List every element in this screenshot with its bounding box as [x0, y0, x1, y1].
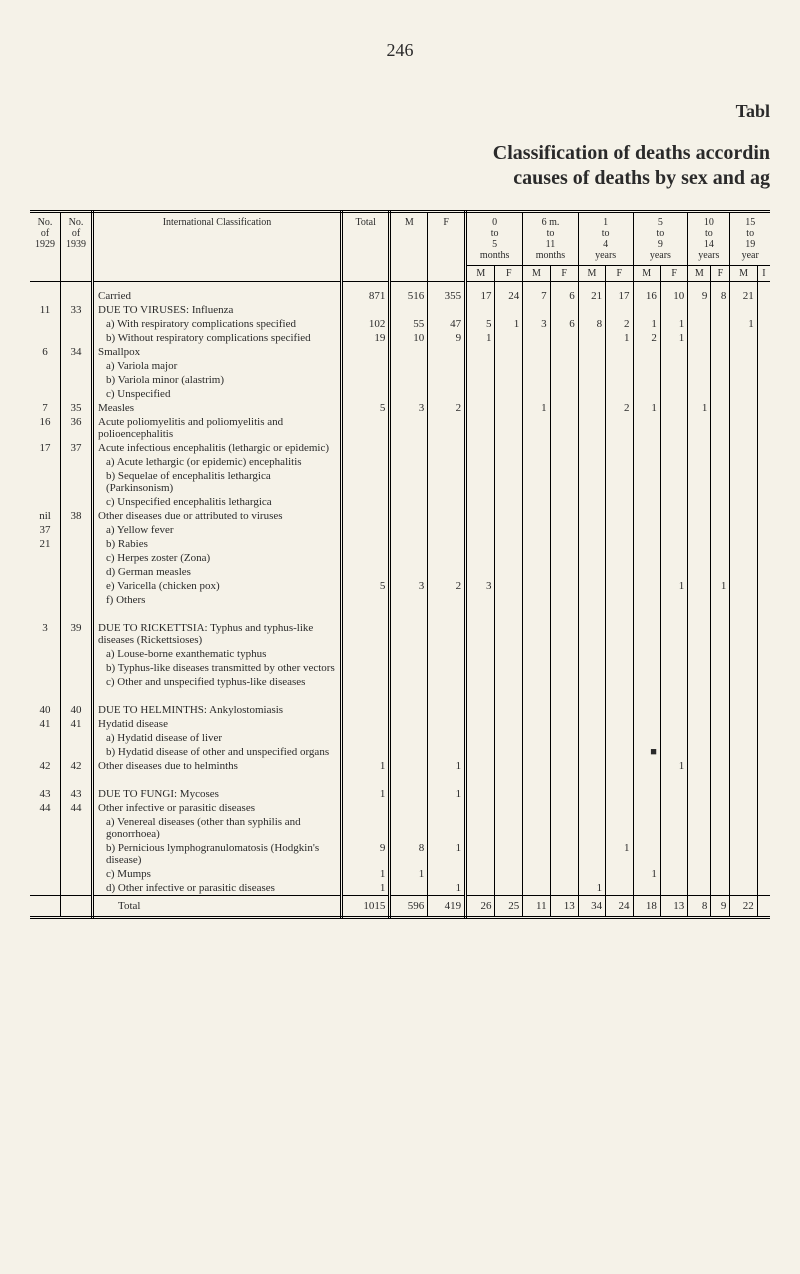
title-line1: Classification of deaths accordin	[30, 142, 770, 165]
hdr-range-4: 10to14years	[688, 212, 730, 266]
table-row: b) Typhus-like diseases transmitted by o…	[30, 661, 770, 675]
hdr-mf: F	[660, 266, 687, 282]
hdr-mf: M	[730, 266, 757, 282]
table-row: f) Others	[30, 593, 770, 607]
table-row	[30, 607, 770, 621]
table-row	[30, 773, 770, 787]
table-row: b) Pernicious lymphogranulomatosis (Hodg…	[30, 841, 770, 867]
hdr-m: M	[390, 212, 428, 282]
hdr-mf: F	[550, 266, 578, 282]
table-row: b) Sequelae of encephalitis lethargica (…	[30, 469, 770, 495]
table-row: 21b) Rabies	[30, 537, 770, 551]
hdr-mf: M	[688, 266, 711, 282]
hdr-mf: F	[711, 266, 730, 282]
hdr-no-1929: No.of1929	[30, 212, 61, 282]
table-row: c) Mumps111	[30, 867, 770, 881]
table-row: a) Hydatid disease of liver	[30, 731, 770, 745]
table-row: b) Variola minor (alastrim)	[30, 373, 770, 387]
table-row: d) German measles	[30, 565, 770, 579]
table-row: 4343DUE TO FUNGI: Mycoses11	[30, 787, 770, 801]
table-label: Tabl	[30, 101, 770, 122]
hdr-mf: F	[606, 266, 633, 282]
table-row: c) Unspecified	[30, 387, 770, 401]
table-row: 4444Other infective or parasitic disease…	[30, 801, 770, 815]
table-row: 1737Acute infectious encephalitis (letha…	[30, 441, 770, 455]
hdr-mf: M	[578, 266, 605, 282]
table-row: nil38Other diseases due or attributed to…	[30, 509, 770, 523]
table-row: 4141Hydatid disease	[30, 717, 770, 731]
hdr-range-1: 6 m.to11months	[523, 212, 579, 266]
hdr-mf: M	[466, 266, 495, 282]
table-row: 4040DUE TO HELMINTHS: Ankylostomiasis	[30, 703, 770, 717]
hdr-f: F	[428, 212, 466, 282]
table-row: 634Smallpox	[30, 345, 770, 359]
table-row: a) Venereal diseases (other than syphili…	[30, 815, 770, 841]
table-row: 1133DUE TO VIRUSES: Influenza	[30, 303, 770, 317]
table-row: 339DUE TO RICKETTSIA: Typhus and typhus-…	[30, 621, 770, 647]
hdr-mf: M	[633, 266, 660, 282]
page-number: 246	[30, 40, 770, 61]
table-row: b) Hydatid disease of other and unspecif…	[30, 745, 770, 759]
table-row: a) With respiratory complications specif…	[30, 317, 770, 331]
hdr-intl-class: International Classification	[93, 212, 342, 282]
table-row: c) Unspecified encephalitis lethargica	[30, 495, 770, 509]
table-row: a) Acute lethargic (or epidemic) encepha…	[30, 455, 770, 469]
hdr-mf: F	[495, 266, 523, 282]
total-row: Total101559641926251113342418138922	[30, 896, 770, 918]
hdr-mf: I	[757, 266, 770, 282]
classification-table: No.of1929 No.of1939 International Classi…	[30, 210, 770, 919]
table-row: Carried871516355172476211716109821	[30, 282, 770, 304]
table-row: a) Louse-borne exanthematic typhus	[30, 647, 770, 661]
table-row: e) Varicella (chicken pox)532311	[30, 579, 770, 593]
table-row	[30, 689, 770, 703]
table-row: 1636Acute poliomyelitis and poliomyeliti…	[30, 415, 770, 441]
table-row: d) Other infective or parasitic diseases…	[30, 881, 770, 896]
hdr-total: Total	[342, 212, 390, 282]
title-line2: causes of deaths by sex and ag	[30, 167, 770, 190]
hdr-no-1939: No.of1939	[61, 212, 93, 282]
hdr-range-2: 1to4years	[578, 212, 633, 266]
hdr-mf: M	[523, 266, 550, 282]
table-row: c) Herpes zoster (Zona)	[30, 551, 770, 565]
table-row: 735Measles5321211	[30, 401, 770, 415]
table-row: a) Variola major	[30, 359, 770, 373]
hdr-range-0: 0to5months	[466, 212, 523, 266]
table-row: c) Other and unspecified typhus-like dis…	[30, 675, 770, 689]
table-row: b) Without respiratory complications spe…	[30, 331, 770, 345]
hdr-range-3: 5to9years	[633, 212, 688, 266]
table-row: 4242Other diseases due to helminths111	[30, 759, 770, 773]
hdr-range-5: 15to19year	[730, 212, 770, 266]
table-row: 37a) Yellow fever	[30, 523, 770, 537]
